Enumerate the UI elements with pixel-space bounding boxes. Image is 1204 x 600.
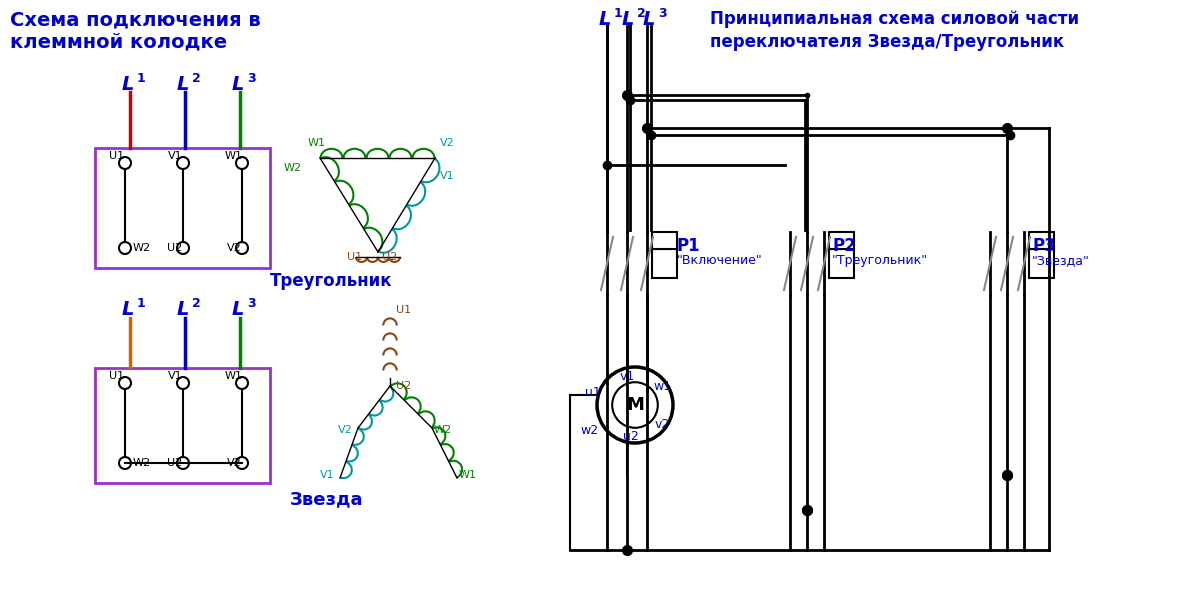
Text: L: L <box>622 10 635 29</box>
Text: Схема подключения в: Схема подключения в <box>10 10 261 29</box>
Bar <box>1029 232 1054 250</box>
Text: L: L <box>232 300 244 319</box>
Text: 2: 2 <box>637 7 645 20</box>
Text: L: L <box>600 10 612 29</box>
Text: W2: W2 <box>284 163 302 173</box>
Text: U1: U1 <box>110 151 124 161</box>
Text: 2: 2 <box>191 297 201 310</box>
Text: переключателя Звезда/Треугольник: переключателя Звезда/Треугольник <box>710 33 1064 51</box>
Text: 3: 3 <box>659 7 667 20</box>
Text: U2: U2 <box>167 458 183 468</box>
Text: Треугольник: Треугольник <box>270 272 393 290</box>
Text: V2: V2 <box>439 138 455 148</box>
Text: v2: v2 <box>655 419 671 431</box>
Text: V1: V1 <box>167 371 182 381</box>
Bar <box>95 368 270 483</box>
Text: V1: V1 <box>320 470 335 480</box>
Text: V2: V2 <box>226 243 241 253</box>
Text: 1: 1 <box>137 72 146 85</box>
Text: u1: u1 <box>585 386 601 400</box>
Text: М: М <box>626 396 644 414</box>
Text: L: L <box>643 10 655 29</box>
Text: W1: W1 <box>459 470 477 480</box>
Text: "Звезда": "Звезда" <box>1032 254 1090 267</box>
Bar <box>830 232 854 250</box>
Bar <box>653 250 677 278</box>
Text: Р1: Р1 <box>677 237 701 255</box>
Text: L: L <box>177 75 189 94</box>
Bar <box>653 232 677 250</box>
Text: L: L <box>122 75 135 94</box>
Text: W1: W1 <box>225 151 243 161</box>
Text: w1: w1 <box>653 380 671 394</box>
Text: 2: 2 <box>191 72 201 85</box>
Bar <box>830 250 854 278</box>
Bar <box>95 148 270 268</box>
Text: V2: V2 <box>338 425 353 435</box>
Text: 3: 3 <box>247 72 255 85</box>
Text: "Включение": "Включение" <box>677 254 763 267</box>
Text: U1: U1 <box>396 305 411 315</box>
Text: "Треугольник": "Треугольник" <box>832 254 928 267</box>
Text: L: L <box>177 300 189 319</box>
Text: клеммной колодке: клеммной колодке <box>10 32 228 51</box>
Text: L: L <box>122 300 135 319</box>
Text: U2: U2 <box>396 381 412 391</box>
Text: w2: w2 <box>580 424 598 437</box>
Text: 3: 3 <box>247 297 255 310</box>
Text: u2: u2 <box>622 431 639 443</box>
Text: W1: W1 <box>308 138 326 148</box>
Text: L: L <box>232 75 244 94</box>
Text: 1: 1 <box>137 297 146 310</box>
Text: V2: V2 <box>226 458 241 468</box>
Text: W2: W2 <box>132 243 152 253</box>
Text: Р2: Р2 <box>832 237 856 255</box>
Text: Принципиальная схема силовой части: Принципиальная схема силовой части <box>710 10 1079 28</box>
Text: U2: U2 <box>167 243 183 253</box>
Text: Звезда: Звезда <box>290 490 364 508</box>
Text: U1: U1 <box>110 371 124 381</box>
Text: U2: U2 <box>382 252 397 262</box>
Text: 1: 1 <box>614 7 622 20</box>
Text: v1: v1 <box>620 370 636 383</box>
Text: V1: V1 <box>167 151 182 161</box>
Text: U1: U1 <box>347 252 362 262</box>
Text: W2: W2 <box>433 425 453 435</box>
Text: V1: V1 <box>439 171 455 181</box>
Text: W1: W1 <box>225 371 243 381</box>
Text: Р3: Р3 <box>1032 237 1056 255</box>
Text: W2: W2 <box>132 458 152 468</box>
Bar <box>1029 250 1054 278</box>
